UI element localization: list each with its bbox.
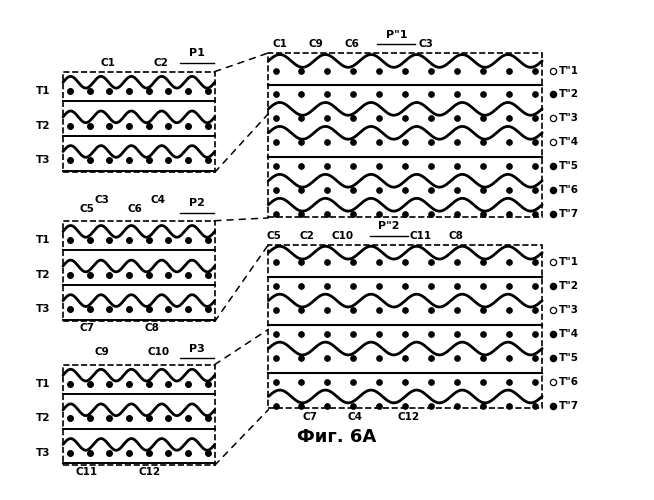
- Text: Фиг. 6А: Фиг. 6А: [297, 428, 377, 446]
- Text: C5: C5: [267, 231, 282, 241]
- Text: T"6: T"6: [559, 377, 579, 387]
- Text: C2: C2: [154, 58, 169, 68]
- Text: T"1: T"1: [559, 66, 579, 76]
- Text: C1: C1: [273, 39, 288, 49]
- Text: C5: C5: [79, 204, 94, 214]
- Text: T"1: T"1: [559, 258, 579, 267]
- Text: C12: C12: [138, 467, 160, 477]
- Text: P"2: P"2: [379, 222, 400, 232]
- Text: C11: C11: [76, 467, 98, 477]
- Text: P2: P2: [189, 198, 205, 208]
- Text: C1: C1: [100, 58, 115, 68]
- Text: T1: T1: [35, 235, 50, 245]
- Text: T"4: T"4: [559, 329, 579, 339]
- Text: C2: C2: [300, 231, 315, 241]
- Text: T"3: T"3: [559, 305, 579, 315]
- Text: C6: C6: [127, 204, 142, 214]
- Text: T"2: T"2: [559, 90, 579, 100]
- Text: T"7: T"7: [559, 210, 579, 220]
- Text: C7: C7: [79, 323, 94, 333]
- Text: C9: C9: [309, 39, 323, 49]
- Text: T"3: T"3: [559, 114, 579, 124]
- Text: T"6: T"6: [559, 186, 579, 196]
- Text: C4: C4: [151, 194, 165, 204]
- Text: T1: T1: [35, 86, 50, 96]
- Text: T3: T3: [35, 155, 50, 165]
- Text: C11: C11: [409, 231, 431, 241]
- Text: C10: C10: [332, 231, 354, 241]
- Text: T"5: T"5: [559, 162, 579, 172]
- Text: C8: C8: [145, 323, 160, 333]
- Text: T"2: T"2: [559, 281, 579, 291]
- Text: C9: C9: [94, 346, 109, 356]
- Text: T3: T3: [35, 448, 50, 458]
- Text: T2: T2: [35, 270, 50, 280]
- Text: C6: C6: [344, 39, 359, 49]
- Text: T1: T1: [35, 379, 50, 389]
- Text: C8: C8: [449, 231, 463, 241]
- Text: P3: P3: [189, 344, 205, 354]
- Text: T"5: T"5: [559, 353, 579, 363]
- Text: T"7: T"7: [559, 401, 579, 411]
- Text: T"4: T"4: [559, 138, 579, 147]
- Text: C12: C12: [397, 412, 419, 422]
- Text: P1: P1: [189, 48, 205, 58]
- Text: T2: T2: [35, 414, 50, 424]
- Text: T3: T3: [35, 304, 50, 314]
- Text: C3: C3: [419, 39, 434, 49]
- Text: C4: C4: [347, 412, 362, 422]
- Text: C3: C3: [94, 194, 109, 204]
- Text: C10: C10: [147, 346, 169, 356]
- Text: T2: T2: [35, 120, 50, 130]
- Text: P"1: P"1: [386, 30, 407, 40]
- Text: C7: C7: [303, 412, 318, 422]
